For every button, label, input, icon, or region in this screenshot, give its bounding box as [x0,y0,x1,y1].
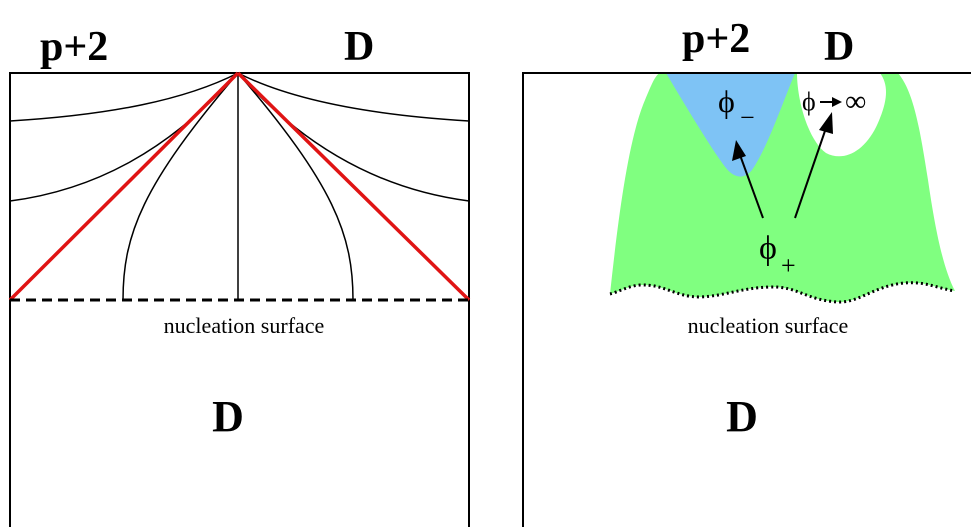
arrow-to-infinity [794,127,827,219]
arrowhead-infinity [819,112,833,134]
red-line-left [8,71,240,302]
left-red-lines [8,71,471,302]
blue-region [666,73,795,177]
phi-plus-label: ϕ [759,230,777,267]
right-nucleation-surface-line [609,281,956,304]
arrow-to-phi-minus [739,154,764,219]
arrowhead-inline [832,97,842,107]
right-top-right-label: D [824,24,854,70]
left-top-left-label: p+2 [40,24,108,70]
left-field-lines [9,72,470,301]
phi-minus-label: ϕ [718,83,735,119]
right-panel: p+2 D ϕ − ϕ ∞ ϕ + nucleation surface D [522,16,971,527]
field-line-right-outer [237,72,470,122]
arrowheads [732,97,842,161]
left-top-right-label: D [344,24,374,70]
field-line-right-middle [237,72,470,202]
infinity-label: ∞ [845,85,866,118]
field-line-left-outer [9,72,239,122]
right-bottom-label: D [726,392,758,441]
field-line-left-middle [9,72,239,202]
arrows [739,101,834,219]
arrowhead-phi-minus [732,140,746,161]
left-surface-label: nucleation surface [164,313,325,338]
left-panel: p+2 D nucleation surface D [8,24,471,527]
white-hole-region [797,73,886,157]
field-line-left-inner [122,72,239,301]
phi-minus-subscript: − [740,103,755,132]
right-panel-frame [522,72,971,527]
right-surface-label: nucleation surface [688,313,849,338]
red-line-right [236,71,471,302]
field-line-right-inner [237,72,354,301]
phi-infinity-label: ϕ [802,87,816,116]
left-bottom-label: D [212,392,244,441]
phi-plus-subscript: + [781,251,796,280]
right-top-left-label: p+2 [682,16,750,62]
